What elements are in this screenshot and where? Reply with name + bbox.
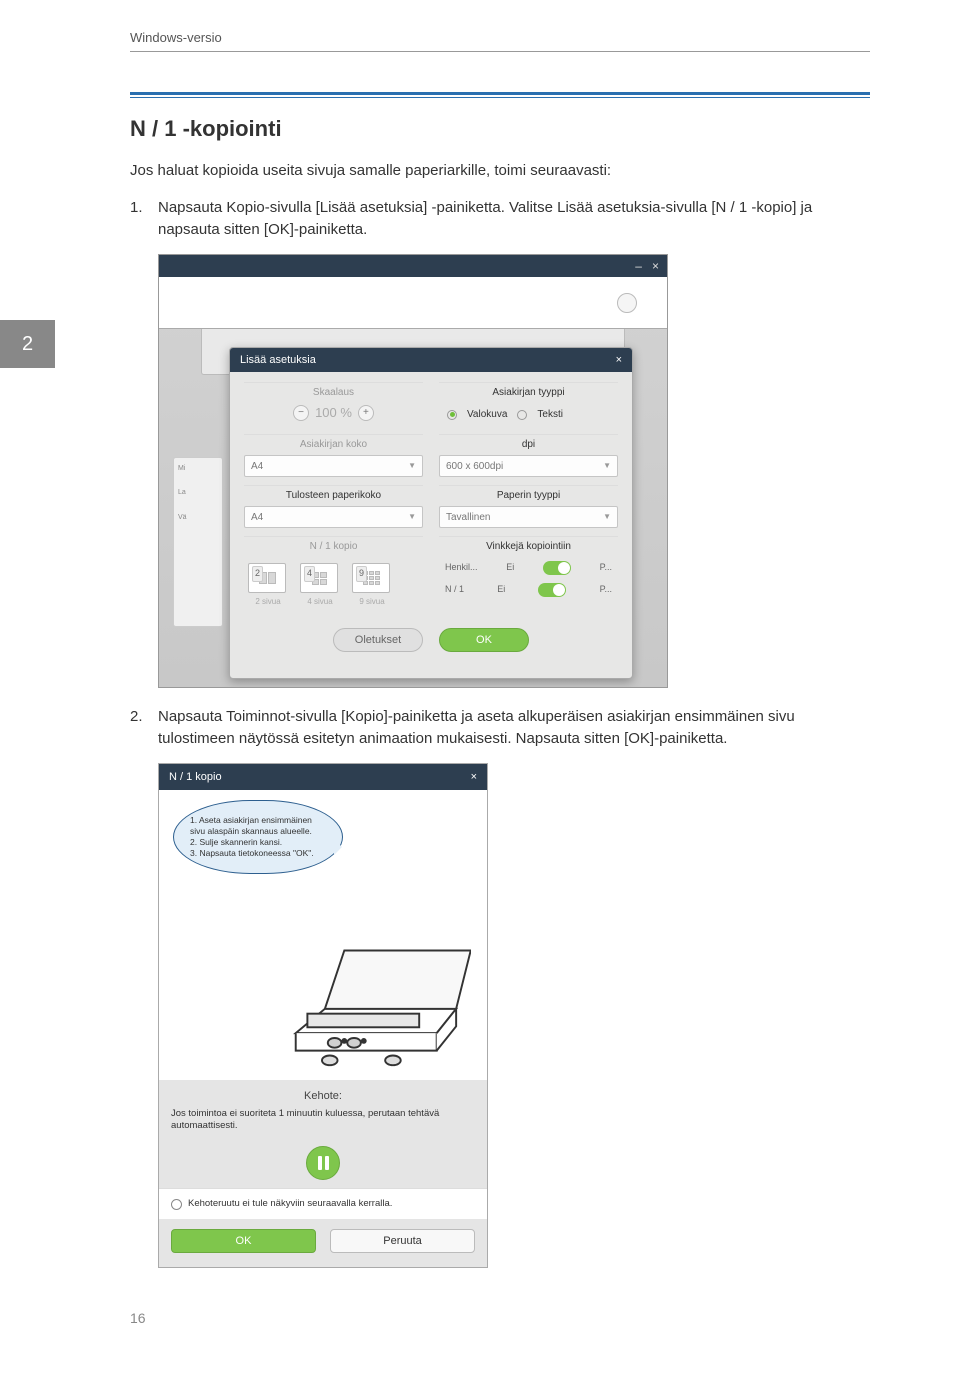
prompt-text: Jos toimintoa ei suoriteta 1 minuutin ku… xyxy=(171,1108,475,1133)
defaults-button[interactable]: Oletukset xyxy=(333,628,423,652)
close-icon[interactable]: × xyxy=(652,257,659,275)
checkbox-dont-show[interactable] xyxy=(171,1199,182,1210)
section-intro: Jos haluat kopioida useita sivuja samall… xyxy=(130,160,870,183)
radio-text-label: Teksti xyxy=(537,407,563,422)
pause-icon xyxy=(318,1156,322,1170)
chapter-tab: 2 xyxy=(0,320,55,368)
label-doc-type: Asiakirjan tyyppi xyxy=(439,382,618,400)
screenshot-n1-prompt: N / 1 kopio × 1. Aseta asiakirjan ensimm… xyxy=(158,763,488,1269)
zoom-spinner[interactable]: − 100 % + xyxy=(244,403,423,423)
prompt-section: Kehote: Jos toimintoa ei suoriteta 1 min… xyxy=(159,1080,487,1138)
dialog-titlebar: Lisää asetuksia × xyxy=(230,348,632,373)
scanner-illustration-icon xyxy=(276,897,471,1072)
thumb-4up[interactable]: 4 4 sivua xyxy=(300,563,340,608)
label-doc-size: Asiakirjan koko xyxy=(244,434,423,452)
printer-graphic-top xyxy=(159,277,667,329)
dialog2-title: N / 1 kopio xyxy=(169,769,222,786)
dropdown-doc-size[interactable]: A4▼ xyxy=(244,455,423,477)
label-output-size: Tulosteen paperikoko xyxy=(244,485,423,503)
radio-photo[interactable] xyxy=(447,410,457,420)
label-copy-tips: Vinkkejä kopiointiin xyxy=(439,536,618,554)
radio-photo-label: Valokuva xyxy=(467,407,507,422)
n1-thumbnails: 2 2 sivua 4 4 sivua 9 xyxy=(244,557,423,610)
zoom-minus-icon[interactable]: − xyxy=(293,405,309,421)
label-scaling: Skaalaus xyxy=(244,382,423,400)
minimize-icon[interactable]: – xyxy=(635,257,642,275)
header-rule xyxy=(130,51,870,52)
dialog2-close-icon[interactable]: × xyxy=(471,769,477,786)
dialog-title: Lisää asetuksia xyxy=(240,352,316,369)
thumb-9up[interactable]: 9 9 sivua xyxy=(352,563,392,608)
ok-button-2[interactable]: OK xyxy=(171,1229,316,1253)
step-number: 1. xyxy=(130,197,143,220)
step-text: Napsauta Toiminnot-sivulla [Kopio]-paini… xyxy=(158,708,795,748)
page-number: 16 xyxy=(130,1310,146,1326)
zoom-plus-icon[interactable]: + xyxy=(358,405,374,421)
toggle-idcard[interactable] xyxy=(543,561,571,575)
screenshot-settings-dialog: – × Mi La Vä Lisää asetuksia × xyxy=(158,254,668,688)
dont-show-row[interactable]: Kehoteruutu ei tule näkyviin seuraavalla… xyxy=(159,1188,487,1219)
ok-button[interactable]: OK xyxy=(439,628,529,652)
dropdown-output-size[interactable]: A4▼ xyxy=(244,506,423,528)
window-titlebar: – × xyxy=(159,255,667,277)
dropdown-paper-type[interactable]: Tavallinen▼ xyxy=(439,506,618,528)
section-title: N / 1 -kopiointi xyxy=(130,116,870,142)
label-paper-type: Paperin tyyppi xyxy=(439,485,618,503)
toggle-n1[interactable] xyxy=(538,583,566,597)
underlying-panel: Mi La Vä xyxy=(173,457,223,627)
instruction-bubble: 1. Aseta asiakirjan ensimmäinen sivu ala… xyxy=(173,800,343,874)
label-n1-copy: N / 1 kopio xyxy=(244,536,423,554)
step-text: Napsauta Kopio-sivulla [Lisää asetuksia]… xyxy=(158,199,812,239)
more-settings-dialog: Lisää asetuksia × Skaalaus − 100 % xyxy=(229,347,633,680)
label-dpi: dpi xyxy=(439,434,618,452)
step-1: 1. Napsauta Kopio-sivulla [Lisää asetuks… xyxy=(130,197,870,688)
prompt-label: Kehote: xyxy=(171,1088,475,1105)
pause-button[interactable] xyxy=(306,1146,340,1180)
radio-text[interactable] xyxy=(517,410,527,420)
page-header-label: Windows-versio xyxy=(130,30,870,45)
step-2: 2. Napsauta Toiminnot-sivulla [Kopio]-pa… xyxy=(130,706,870,1269)
dialog2-titlebar: N / 1 kopio × xyxy=(159,764,487,791)
cancel-button[interactable]: Peruuta xyxy=(330,1229,475,1253)
zoom-value: 100 % xyxy=(315,403,352,423)
toggle-row-idcard: Henkil... Ei P... xyxy=(439,557,618,579)
section-rule xyxy=(130,92,870,98)
thumb-2up[interactable]: 2 2 sivua xyxy=(248,563,288,608)
step-number: 2. xyxy=(130,706,143,729)
toggle-row-n1: N / 1 Ei P... xyxy=(439,579,618,601)
checkbox-label: Kehoteruutu ei tule näkyviin seuraavalla… xyxy=(188,1197,392,1211)
dropdown-dpi[interactable]: 600 x 600dpi▼ xyxy=(439,455,618,477)
dialog-close-icon[interactable]: × xyxy=(616,352,622,369)
